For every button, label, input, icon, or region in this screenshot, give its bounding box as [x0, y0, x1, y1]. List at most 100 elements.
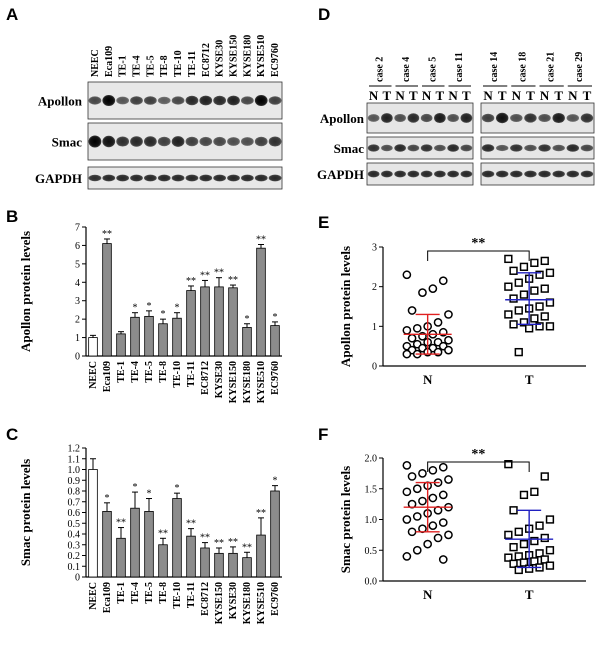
bar — [270, 490, 280, 578]
category-label: KYSE150 — [214, 582, 225, 624]
y-tick-label: 0.3 — [68, 540, 81, 551]
blot-d-band — [407, 144, 420, 152]
category-label: EC9760 — [270, 582, 281, 616]
bar — [130, 507, 140, 578]
data-point — [438, 490, 448, 500]
blot-d-band — [434, 170, 446, 178]
blot-a-lane-label: KYSE150 — [229, 35, 240, 77]
data-point — [545, 268, 555, 277]
category-label: TE-11 — [186, 582, 197, 608]
data-point — [535, 302, 544, 311]
blot-a-band — [240, 96, 254, 105]
blot-d-band — [538, 144, 551, 152]
bar — [200, 286, 210, 357]
data-point — [535, 549, 544, 558]
significance-label: ** — [102, 229, 112, 240]
blot-d-band — [495, 112, 509, 124]
blot-d-band — [580, 144, 594, 152]
blot-d-band — [510, 114, 523, 122]
blot-d-strip — [366, 162, 474, 186]
blot-d-nt-label: T — [436, 88, 445, 103]
data-point — [407, 333, 417, 343]
data-point — [545, 515, 555, 524]
category-label: KYSE180 — [242, 582, 253, 624]
category-label: TE-8 — [158, 582, 169, 604]
y-tick-label: 2.0 — [365, 454, 378, 465]
data-point — [428, 493, 438, 503]
blot-d-nt-label: T — [409, 88, 418, 103]
blot-d-band — [447, 114, 459, 122]
category-label: EC8712 — [200, 582, 211, 616]
data-point — [545, 322, 555, 331]
bar — [144, 315, 154, 357]
data-point — [504, 282, 513, 291]
bar — [214, 552, 224, 578]
blot-d-nt-label: N — [483, 88, 493, 103]
blot-a-row-label: Apollon — [38, 94, 83, 109]
blot-a-lane-label: NEEC — [90, 49, 101, 77]
blot-a-lane-label: KYSE30 — [215, 40, 226, 77]
blot-d-strip — [366, 136, 474, 160]
data-point — [444, 310, 453, 319]
blot-a-band — [88, 174, 102, 182]
x-category-label: T — [525, 372, 534, 387]
blot-d-band — [420, 170, 433, 178]
blot-d-nt-label: N — [369, 88, 379, 103]
y-tick-label: 0 — [75, 352, 80, 363]
blot-d-nt-label: T — [526, 88, 535, 103]
blot-a-band — [254, 174, 268, 182]
bar — [214, 286, 224, 357]
blot-d-nt-label: N — [540, 88, 550, 103]
blot-d-nt-label: N — [512, 88, 522, 103]
blot-a-lane-label: TE-1 — [118, 55, 129, 77]
blot-a-band — [185, 95, 199, 106]
y-tick-label: 0.5 — [68, 519, 81, 530]
x-category-label: N — [423, 372, 433, 387]
blot-a-lane-label: TE-8 — [159, 55, 170, 77]
data-point — [519, 290, 529, 299]
y-tick-label: 1 — [75, 333, 80, 344]
data-point — [540, 284, 549, 293]
data-point — [438, 555, 448, 564]
significance-label: ** — [228, 537, 238, 548]
blot-a-band — [213, 136, 227, 147]
significance-label: ** — [214, 538, 224, 549]
blot-a-band — [102, 135, 116, 148]
blot-d-band — [566, 170, 580, 178]
y-tick-label: 0.2 — [68, 551, 81, 562]
category-label: TE-11 — [186, 361, 197, 387]
data-point — [509, 294, 518, 303]
blot-d-band — [495, 144, 509, 152]
blot-a-strip — [87, 166, 283, 190]
blot-d-band — [381, 113, 393, 123]
bar — [130, 316, 140, 357]
data-point — [423, 539, 433, 549]
data-point — [514, 306, 523, 315]
x-category-label: N — [423, 587, 433, 602]
blot-a-band — [227, 174, 240, 182]
blot-d-band — [447, 144, 459, 152]
data-point — [428, 521, 438, 531]
category-label: TE-5 — [144, 582, 155, 604]
significance-label: ** — [200, 533, 210, 544]
data-point — [504, 460, 513, 469]
blot-d-band — [552, 144, 565, 152]
data-point — [540, 312, 549, 321]
blot-d-nt-label: T — [554, 88, 563, 103]
data-point — [444, 345, 453, 355]
category-label: TE-1 — [116, 582, 127, 604]
bar — [158, 323, 168, 357]
blot-a-band — [143, 96, 157, 105]
y-tick-label: 3 — [372, 243, 377, 254]
data-point — [402, 270, 412, 280]
significance-label: * — [175, 483, 180, 494]
blot-a-band — [227, 137, 240, 146]
data-point — [530, 536, 539, 546]
bar — [116, 333, 126, 357]
blot-a-band — [116, 174, 130, 182]
blot-d-band — [538, 114, 551, 122]
data-point — [519, 558, 529, 567]
blot-d-band — [481, 170, 495, 178]
blot-a-band — [171, 174, 185, 182]
